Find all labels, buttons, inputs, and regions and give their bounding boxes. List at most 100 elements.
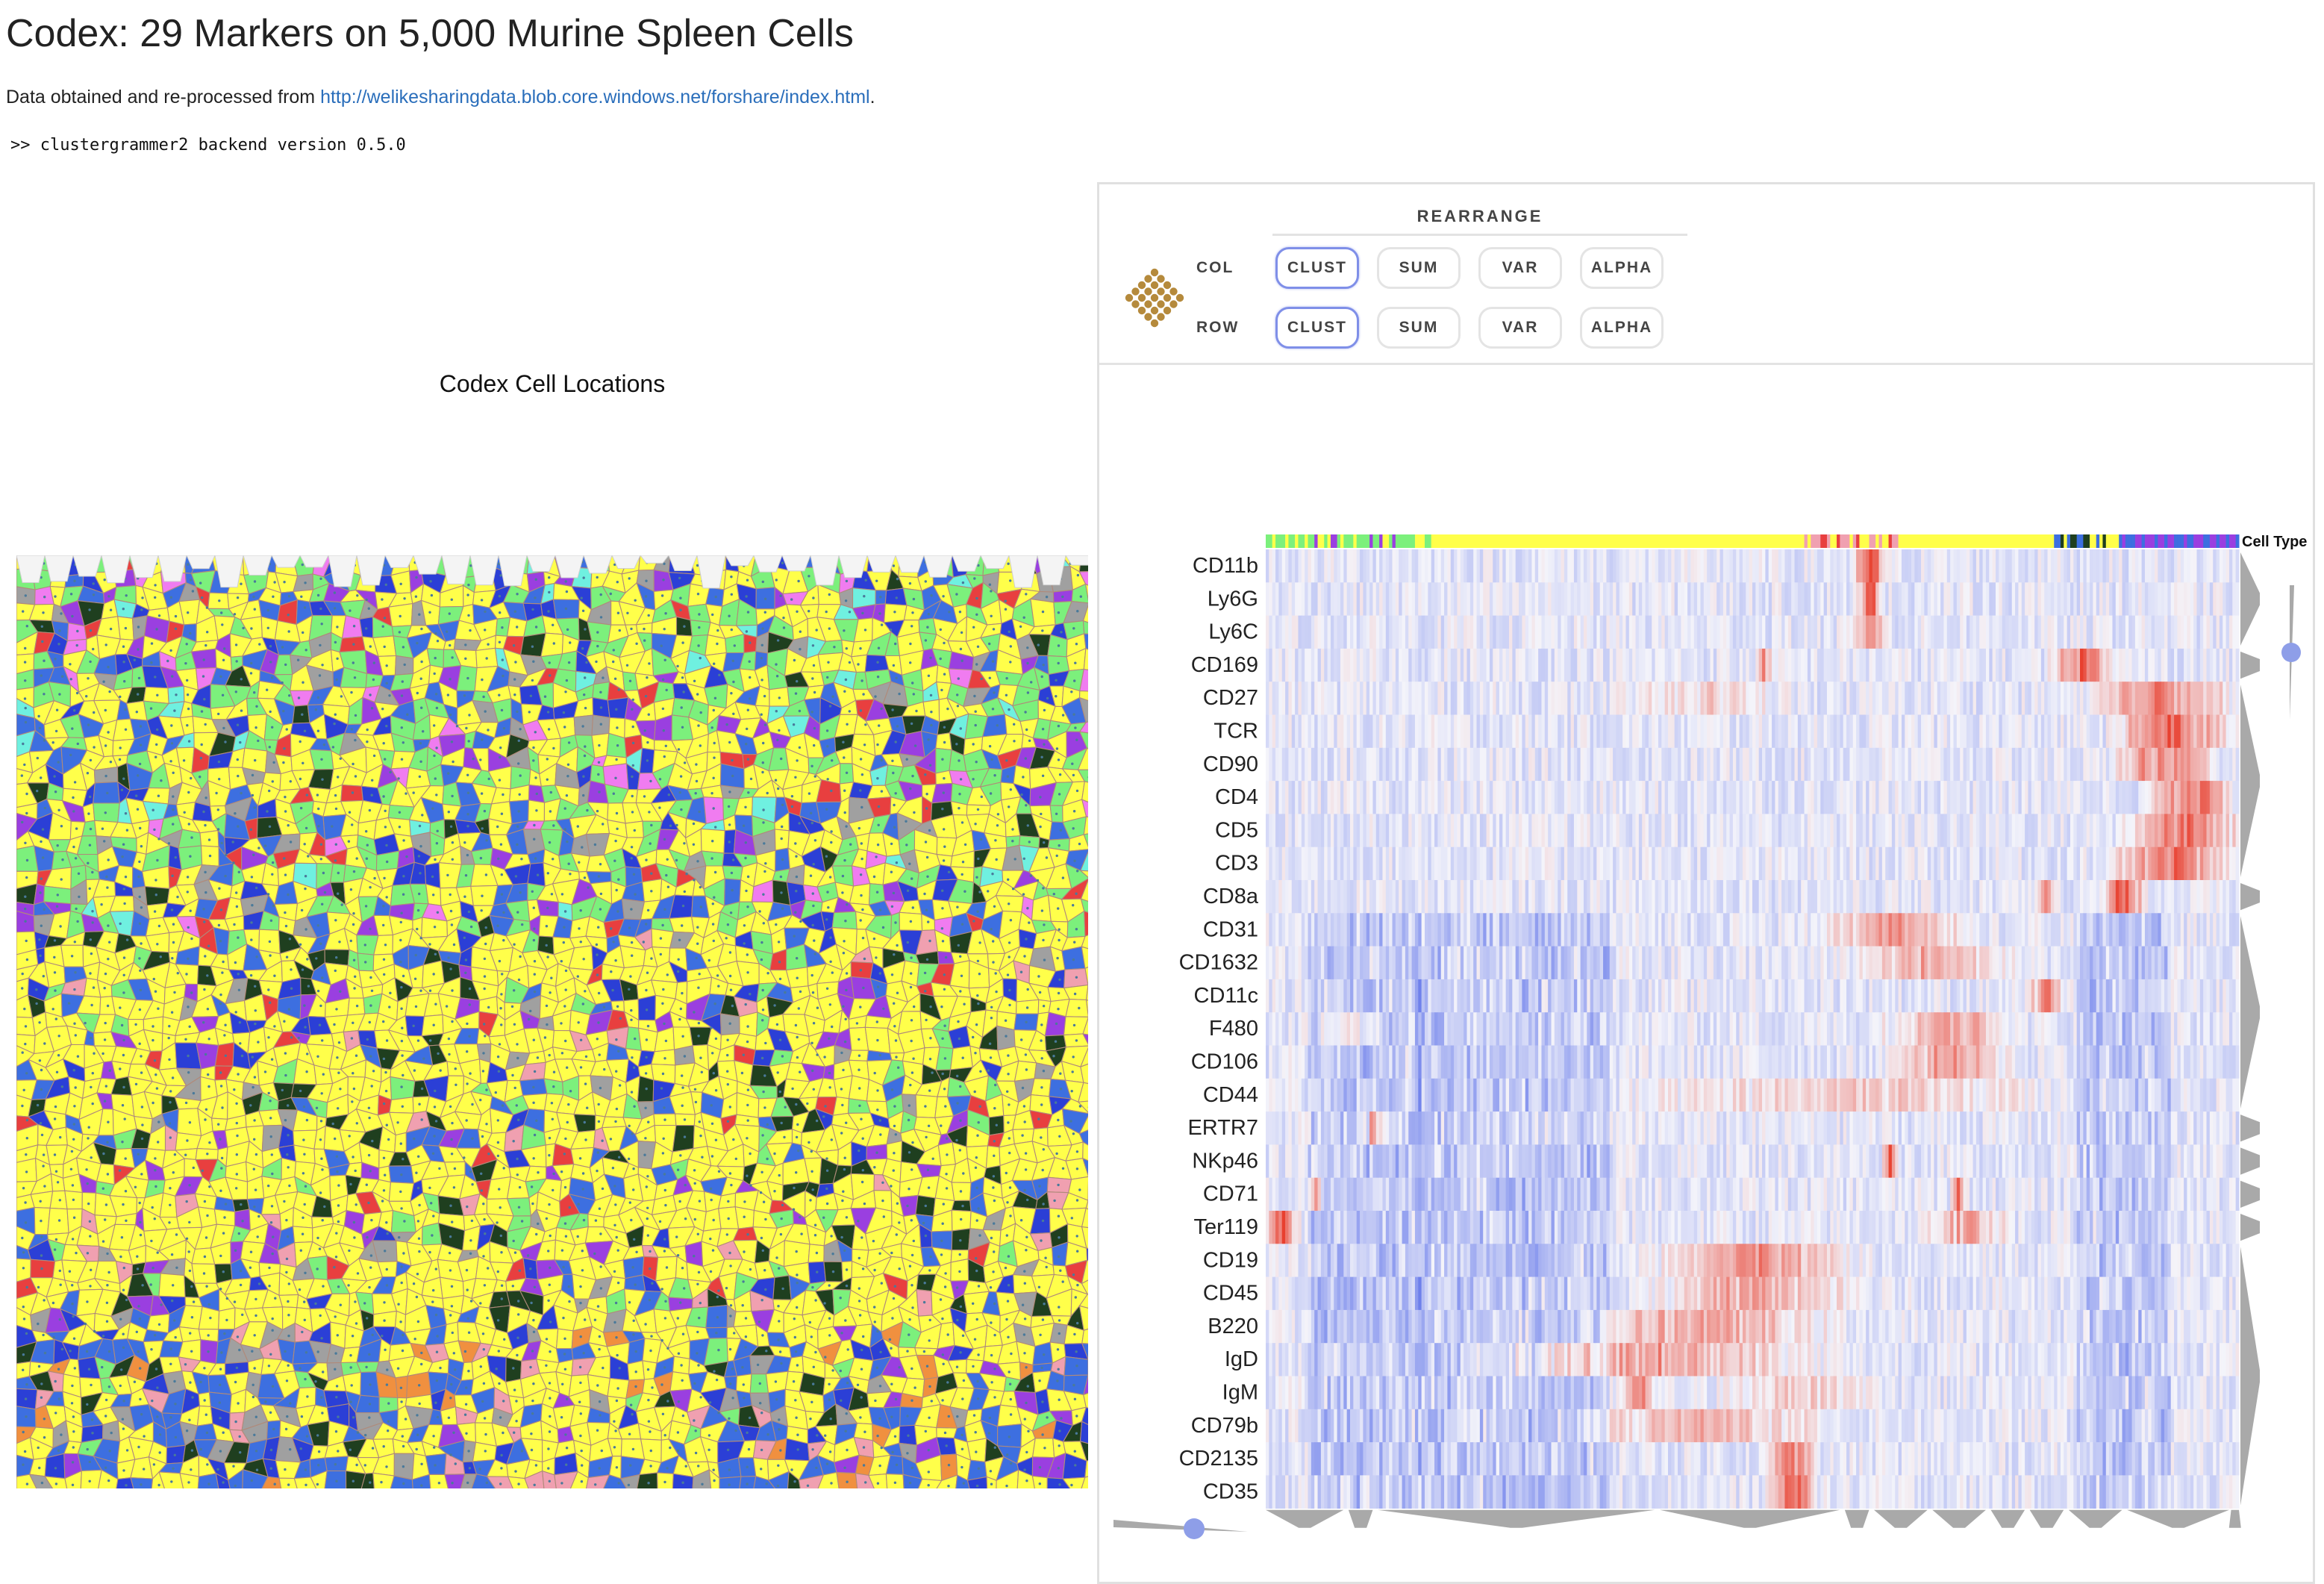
cell-polygon[interactable] <box>628 1361 645 1380</box>
cell-polygon[interactable] <box>48 1208 69 1234</box>
source-link[interactable]: http://welikesharingdata.blob.core.windo… <box>320 87 870 107</box>
cell-polygon[interactable] <box>199 1307 219 1329</box>
cell-mosaic[interactable] <box>16 555 1088 1488</box>
cell-polygon[interactable] <box>725 879 741 905</box>
cell-polygon[interactable] <box>325 1456 348 1471</box>
cell-polygon[interactable] <box>1084 621 1089 635</box>
cell-polygon[interactable] <box>528 863 545 887</box>
row-label[interactable]: CD19 <box>1203 1248 1258 1272</box>
cell-polygon[interactable] <box>997 1026 1015 1050</box>
cell-polygon[interactable] <box>145 887 169 905</box>
row-label[interactable]: CD11b <box>1193 554 1258 578</box>
row-dendro-slider[interactable] <box>2281 585 2301 720</box>
cell-polygon[interactable] <box>325 1471 346 1488</box>
cell-polygon[interactable] <box>884 604 907 623</box>
cell-polygon[interactable] <box>952 1229 970 1250</box>
cell-polygon[interactable] <box>160 1193 177 1217</box>
row-label[interactable]: CD169 <box>1191 653 1258 677</box>
cell-polygon[interactable] <box>602 1117 626 1128</box>
row-label[interactable]: CD3 <box>1215 852 1258 876</box>
cell-location-map[interactable] <box>16 555 1088 1488</box>
col-sum-button[interactable]: SUM <box>1377 247 1461 289</box>
row-label[interactable]: IgD <box>1225 1347 1258 1371</box>
row-label[interactable]: CD45 <box>1203 1282 1258 1306</box>
cell-polygon[interactable] <box>986 1146 1000 1168</box>
cell-polygon[interactable] <box>50 1191 67 1209</box>
cell-polygon[interactable] <box>638 995 655 1020</box>
cell-polygon[interactable] <box>886 1474 904 1488</box>
clustergrammer-dots-icon[interactable] <box>1119 262 1190 334</box>
row-label[interactable]: NKp46 <box>1192 1149 1258 1173</box>
row-label[interactable]: CD5 <box>1215 818 1258 842</box>
cell-polygon[interactable] <box>775 829 789 850</box>
row-label[interactable]: B220 <box>1208 1315 1258 1338</box>
cell-polygon[interactable] <box>1032 1476 1047 1488</box>
cell-polygon[interactable] <box>704 1209 722 1231</box>
cell-polygon[interactable] <box>131 1478 153 1488</box>
cell-polygon[interactable] <box>178 829 202 848</box>
col-var-button[interactable]: VAR <box>1478 247 1562 289</box>
col-alpha-button[interactable]: ALPHA <box>1580 247 1664 289</box>
cell-polygon[interactable] <box>967 1438 987 1462</box>
cell-polygon[interactable] <box>773 1276 791 1300</box>
cell-polygon[interactable] <box>657 1473 674 1488</box>
row-label[interactable]: CD90 <box>1203 752 1258 776</box>
row-label[interactable]: CD11c <box>1194 984 1259 1008</box>
row-label[interactable]: CD71 <box>1203 1182 1258 1206</box>
row-sum-button[interactable]: SUM <box>1377 307 1461 349</box>
row-label[interactable]: CD8a <box>1203 885 1259 908</box>
row-label[interactable]: TCR <box>1213 720 1258 743</box>
row-var-button[interactable]: VAR <box>1478 307 1562 349</box>
cell-polygon[interactable] <box>506 1357 522 1382</box>
row-label[interactable]: CD4 <box>1215 785 1258 809</box>
cell-polygon[interactable] <box>395 1132 407 1152</box>
cell-polygon[interactable] <box>936 733 952 750</box>
cell-polygon[interactable] <box>865 655 889 672</box>
cell-polygon[interactable] <box>1062 947 1085 970</box>
row-label[interactable]: Ly6C <box>1208 620 1258 644</box>
cell-polygon[interactable] <box>951 1259 969 1282</box>
cell-polygon[interactable] <box>357 1362 379 1372</box>
cell-polygon[interactable] <box>704 797 724 824</box>
cell-polygon[interactable] <box>656 1256 678 1281</box>
cell-polygon[interactable] <box>1066 1000 1088 1017</box>
cell-polygon[interactable] <box>672 1126 694 1153</box>
cell-polygon[interactable] <box>1084 911 1088 937</box>
row-label[interactable]: CD31 <box>1203 917 1258 941</box>
cell-polygon[interactable] <box>637 1473 657 1488</box>
row-label[interactable]: CD44 <box>1203 1083 1258 1107</box>
heatmap-matrix[interactable] <box>1266 549 2240 1509</box>
cell-polygon[interactable] <box>652 1050 675 1065</box>
cell-polygon[interactable] <box>851 962 873 979</box>
cell-polygon[interactable] <box>937 1428 958 1438</box>
cell-polygon[interactable] <box>952 1200 971 1212</box>
row-label[interactable]: IgM <box>1222 1381 1258 1405</box>
cell-polygon[interactable] <box>425 1453 446 1474</box>
row-label[interactable]: Ter119 <box>1193 1215 1258 1239</box>
cell-polygon[interactable] <box>639 1028 658 1052</box>
cell-polygon[interactable] <box>705 635 727 656</box>
cell-polygon[interactable] <box>719 1477 741 1488</box>
cell-polygon[interactable] <box>823 1064 834 1080</box>
cell-polygon[interactable] <box>16 1159 37 1182</box>
row-clust-button[interactable]: CLUST <box>1275 307 1359 349</box>
row-label[interactable]: CD1632 <box>1179 951 1258 975</box>
column-dendrogram[interactable] <box>1266 1510 2241 1528</box>
cell-polygon[interactable] <box>215 1043 234 1067</box>
cell-polygon[interactable] <box>390 1076 415 1100</box>
cell-polygon[interactable] <box>197 1406 213 1426</box>
cell-polygon[interactable] <box>31 1191 52 1209</box>
cell-polygon[interactable] <box>219 1308 235 1329</box>
cell-polygon[interactable] <box>1015 1061 1037 1081</box>
row-label[interactable]: Ly6G <box>1208 587 1258 611</box>
cell-polygon[interactable] <box>389 604 413 627</box>
row-label[interactable]: CD35 <box>1203 1479 1258 1503</box>
row-label[interactable]: CD2135 <box>1179 1447 1258 1471</box>
col-clust-button[interactable]: CLUST <box>1275 247 1359 289</box>
row-label[interactable]: CD106 <box>1191 1050 1258 1074</box>
row-alpha-button[interactable]: ALPHA <box>1580 307 1664 349</box>
cell-polygon[interactable] <box>690 620 710 636</box>
cell-polygon[interactable] <box>740 1012 758 1036</box>
cell-polygon[interactable] <box>1033 1438 1055 1458</box>
